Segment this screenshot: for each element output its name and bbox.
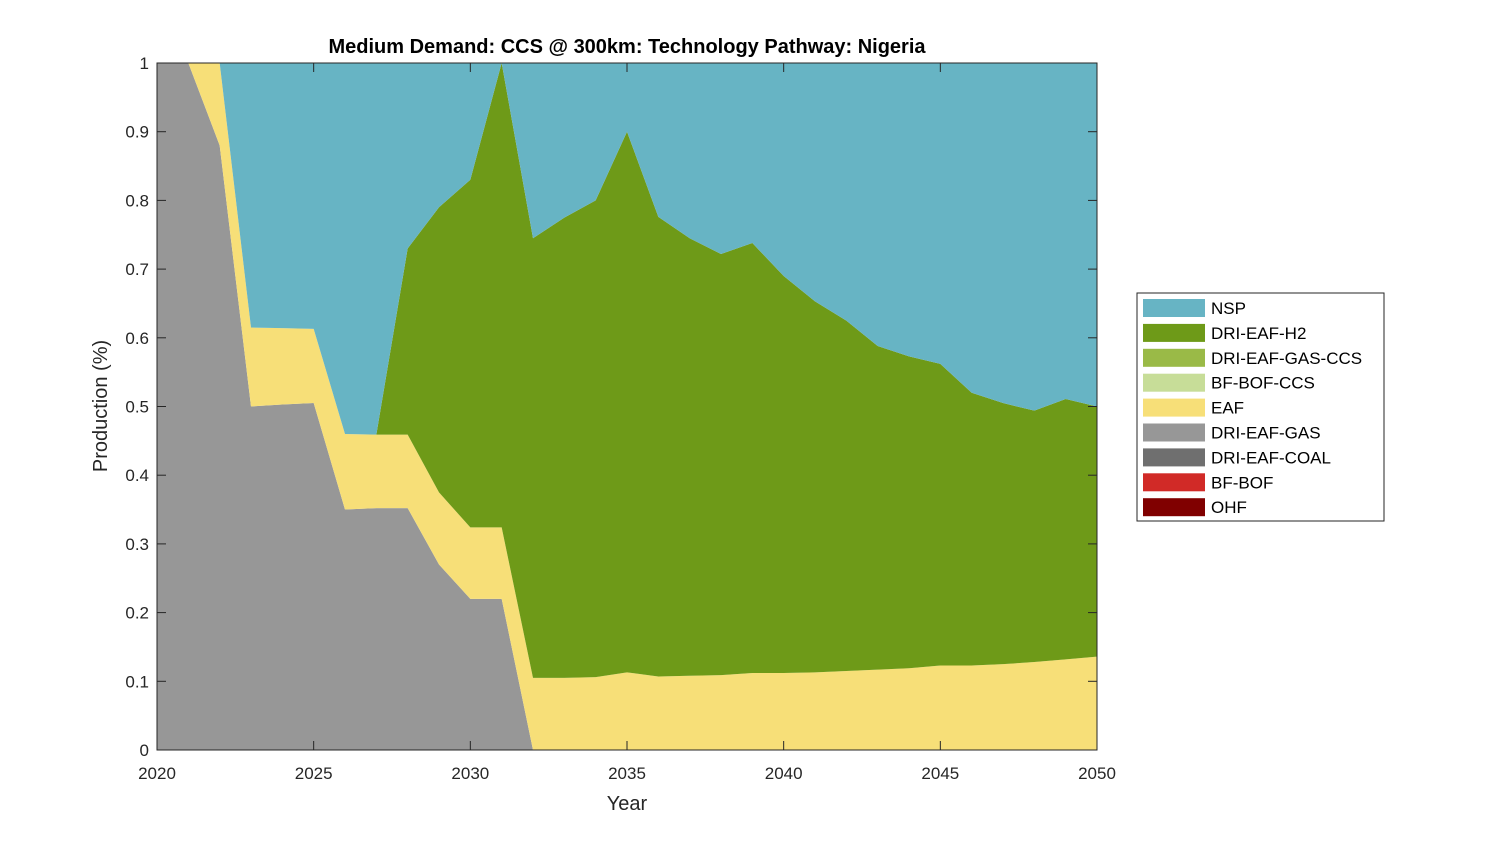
legend-swatch-nsp bbox=[1143, 299, 1205, 317]
y-tick-label: 0.4 bbox=[125, 466, 149, 485]
x-tick-label: 2045 bbox=[921, 764, 959, 783]
area-nsp bbox=[157, 63, 1097, 435]
y-tick-label: 0.1 bbox=[125, 672, 149, 691]
legend-swatch-bf-bof-ccs bbox=[1143, 373, 1205, 392]
y-tick-label: 0.9 bbox=[125, 123, 149, 142]
legend-swatch-ohf bbox=[1143, 498, 1205, 517]
y-tick-label: 0.5 bbox=[125, 398, 149, 417]
x-tick-label: 2030 bbox=[451, 764, 489, 783]
legend-swatch-dri-eaf-coal bbox=[1143, 448, 1205, 467]
chart-title: Medium Demand: CCS @ 300km: Technology P… bbox=[328, 36, 926, 58]
legend-label: BF-BOF bbox=[1211, 473, 1273, 492]
y-axis-label: Production (%) bbox=[90, 340, 112, 472]
legend-label: EAF bbox=[1211, 399, 1244, 418]
x-tick-label: 2025 bbox=[295, 764, 333, 783]
legend-label: DRI-EAF-H2 bbox=[1211, 324, 1306, 343]
y-tick-label: 1 bbox=[140, 54, 149, 73]
legend-label: NSP bbox=[1211, 299, 1246, 318]
legend-swatch-eaf bbox=[1143, 398, 1205, 417]
x-tick-label: 2020 bbox=[138, 764, 176, 783]
legend-label: DRI-EAF-GAS-CCS bbox=[1211, 349, 1362, 368]
x-axis-label: Year bbox=[607, 793, 648, 815]
legend-swatch-dri-eaf-gas-ccs bbox=[1143, 348, 1205, 367]
y-tick-label: 0.3 bbox=[125, 535, 149, 554]
x-tick-label: 2035 bbox=[608, 764, 646, 783]
area-layer bbox=[157, 63, 1097, 750]
legend-label: DRI-EAF-GAS bbox=[1211, 424, 1321, 443]
area-dri-eaf-h2 bbox=[157, 63, 1097, 678]
area-eaf bbox=[157, 63, 1097, 750]
legend-swatch-dri-eaf-h2 bbox=[1143, 323, 1205, 342]
legend-swatch-dri-eaf-gas bbox=[1143, 423, 1205, 442]
legend-label: DRI-EAF-COAL bbox=[1211, 448, 1331, 467]
x-tick-label: 2050 bbox=[1078, 764, 1116, 783]
tick-layer: 2020 2025 2030 2035 2040 2045 2050 0 0.1 0.2 0.3 0.… bbox=[125, 54, 1116, 783]
y-tick-label: 0.2 bbox=[125, 604, 149, 623]
legend-swatch-bf-bof bbox=[1143, 473, 1205, 492]
x-tick-label: 2040 bbox=[765, 764, 803, 783]
area-dri-eaf-gas bbox=[157, 63, 1097, 750]
y-tick-label: 0.8 bbox=[125, 191, 149, 210]
legend-label: BF-BOF-CCS bbox=[1211, 374, 1315, 393]
legend-label: OHF bbox=[1211, 498, 1247, 517]
legend: NSP DRI-EAF-H2 DRI-EAF-GAS-CCS BF-BOF-CCS EA… bbox=[1136, 292, 1385, 522]
y-tick-label: 0 bbox=[140, 741, 149, 760]
y-tick-label: 0.6 bbox=[125, 329, 149, 348]
y-tick-label: 0.7 bbox=[125, 260, 149, 279]
